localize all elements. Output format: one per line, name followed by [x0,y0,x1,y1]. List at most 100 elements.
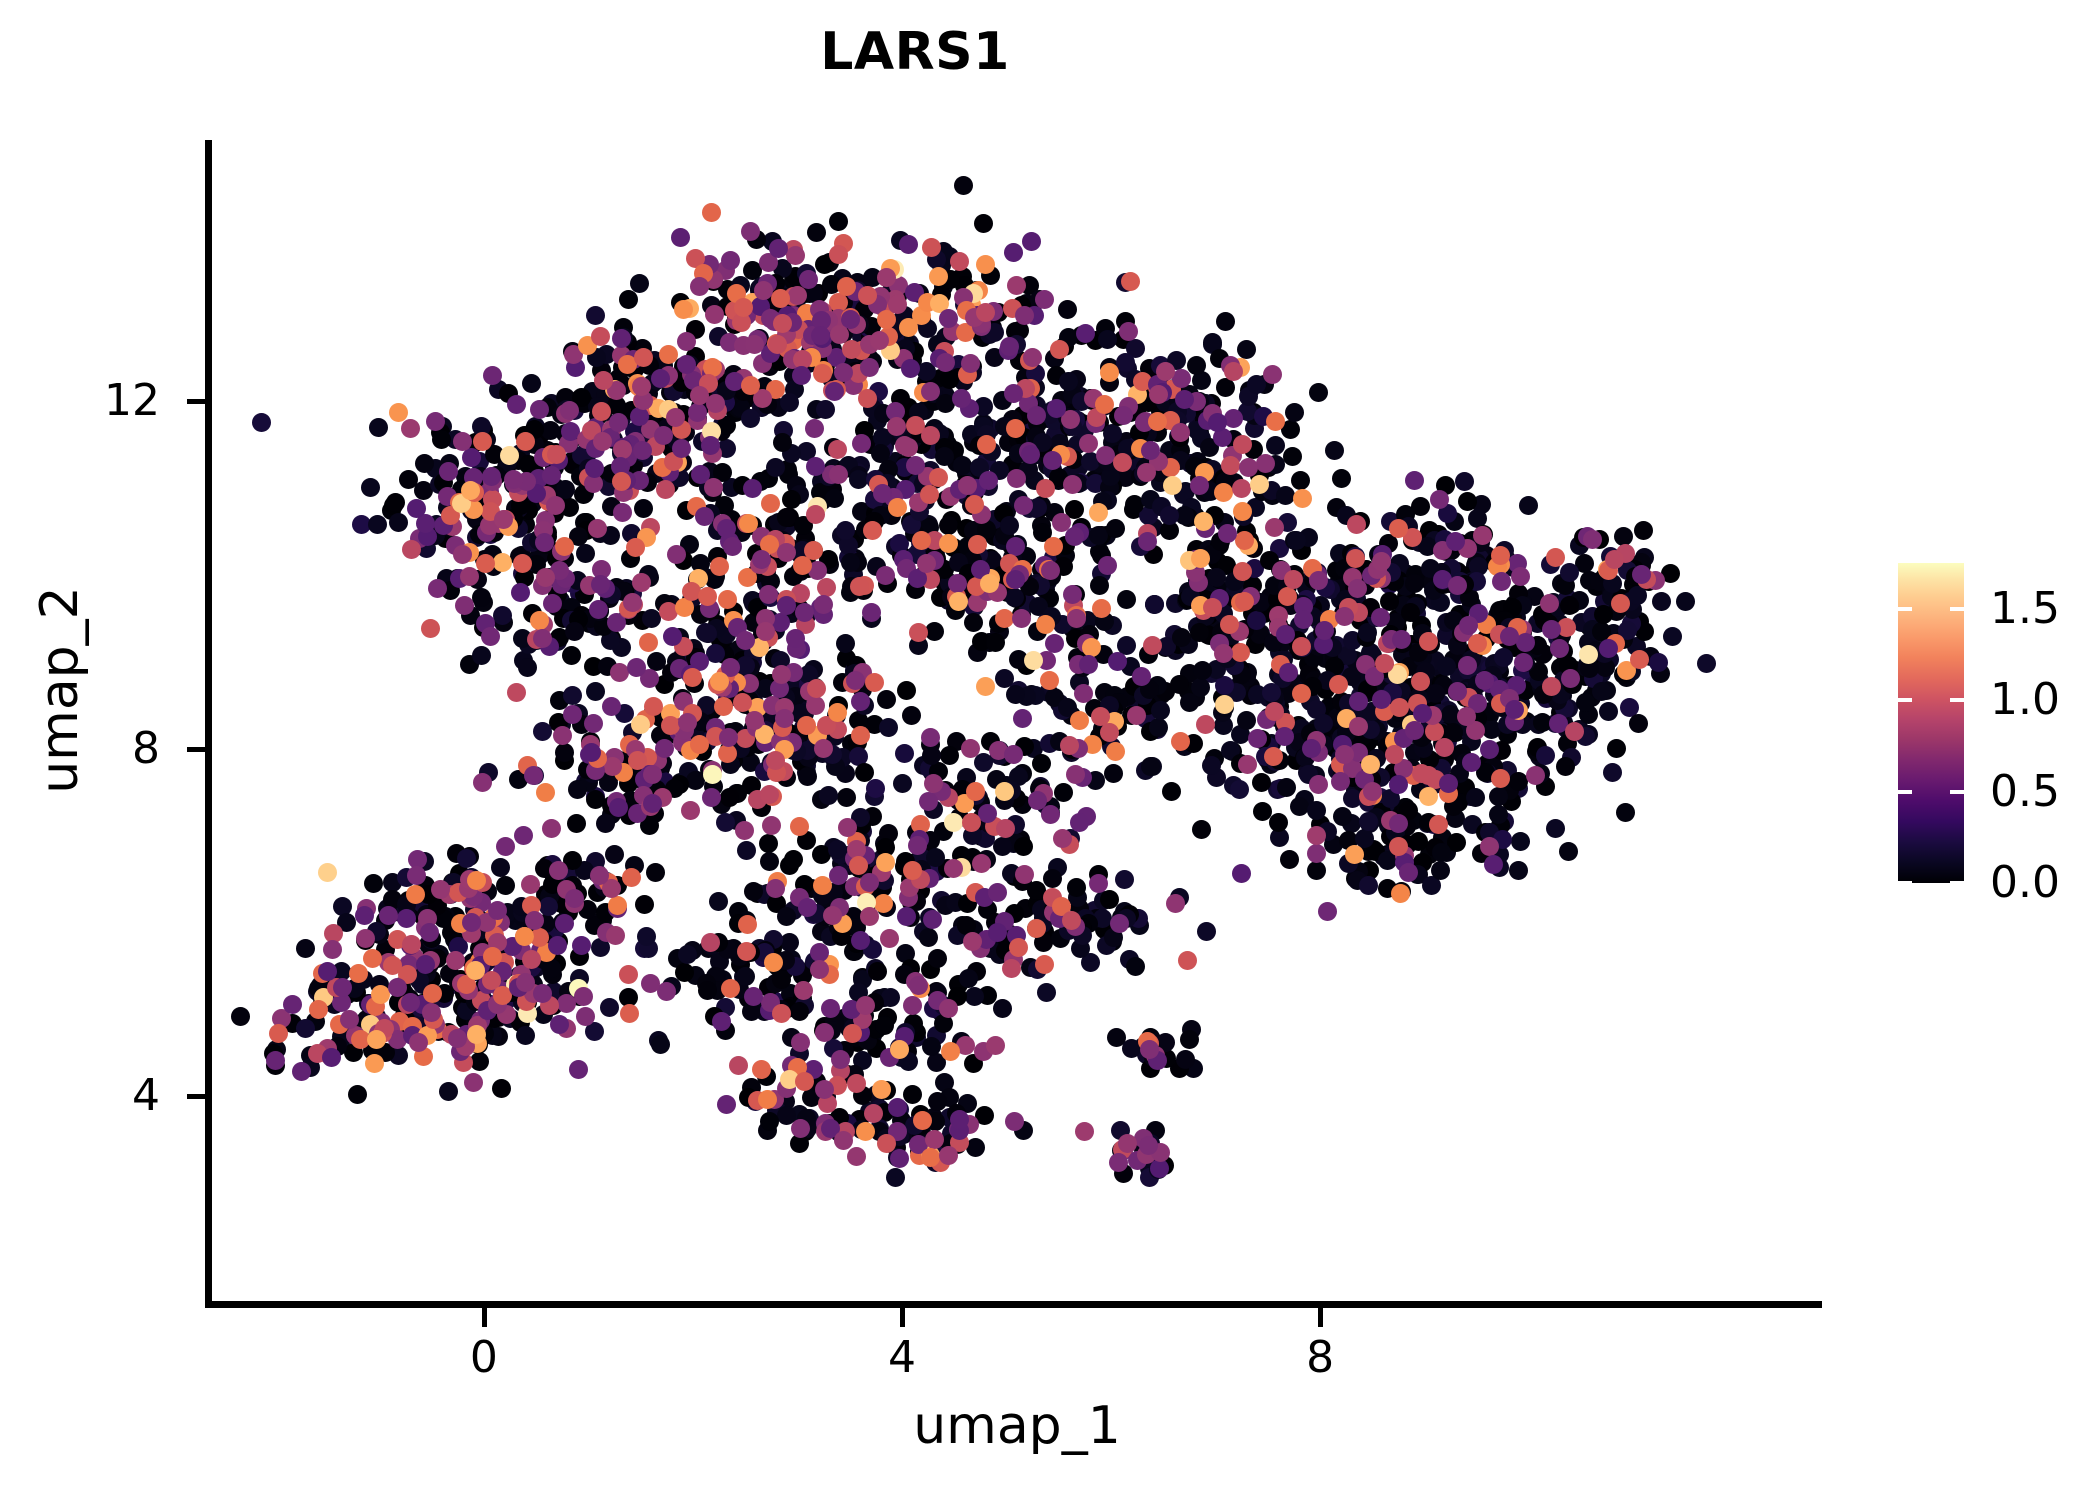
scatter-point [1279,849,1299,869]
scatter-point [929,467,949,487]
scatter-point [773,258,793,278]
scatter-point [925,622,945,642]
scatter-point [1331,469,1351,489]
scatter-point [604,845,624,865]
scatter-point [1388,836,1408,856]
scatter-point [1171,628,1191,648]
scatter-point [547,936,567,956]
scatter-point [1043,536,1063,556]
scatter-point [979,573,999,593]
scatter-point [697,624,717,644]
scatter-point [1284,403,1304,423]
scatter-point [721,250,741,270]
scatter-point [1040,561,1060,581]
scatter-point [742,479,762,499]
scatter-point [1007,469,1027,489]
scatter-point [695,506,715,526]
scatter-point [709,892,729,912]
scatter-point [797,767,817,787]
scatter-point [1224,408,1244,428]
scatter-point [1004,745,1024,765]
scatter-point [806,222,826,242]
scatter-point [875,1015,895,1035]
scatter-point [736,840,756,860]
scatter-point [634,499,654,519]
scatter-point [283,994,303,1014]
scatter-point [1465,788,1485,808]
scatter-point [268,1024,288,1044]
scatter-point [759,253,779,273]
scatter-point [426,411,445,431]
scatter-point [1455,472,1475,492]
scatter-point [829,464,849,484]
colorbar-tick-mark [1950,789,1964,794]
scatter-point [1148,717,1168,737]
scatter-point [496,876,516,896]
scatter-point [805,456,825,476]
scatter-point [1370,608,1390,628]
scatter-point [941,1042,961,1062]
scatter-point [321,1047,341,1067]
scatter-point [556,480,576,500]
scatter-point [966,1137,986,1157]
scatter-point [1508,860,1528,880]
scatter-point [515,926,535,946]
scatter-point [1042,450,1062,470]
scatter-point [1065,765,1085,785]
scatter-point [1004,1112,1024,1132]
scatter-point [518,658,538,678]
scatter-point [521,373,541,393]
scatter-point [782,490,802,510]
scatter-point [1179,1030,1199,1050]
scatter-point [368,515,388,535]
scatter-point [535,533,555,553]
scatter-point [1149,1159,1169,1179]
scatter-point [1005,684,1025,704]
scatter-point [815,399,835,419]
scatter-point [1155,361,1175,381]
scatter-point [1089,576,1109,596]
scatter-point [1178,950,1198,970]
scatter-point [453,432,473,452]
scatter-point [993,998,1013,1018]
scatter-point [777,906,797,926]
scatter-point [921,425,941,445]
scatter-point [1014,306,1034,326]
scatter-point [950,251,970,271]
scatter-point [562,686,582,706]
scatter-point [986,1036,1006,1056]
scatter-point [788,286,808,306]
scatter-point [1346,548,1366,568]
scatter-point [1013,495,1033,515]
scatter-point [308,999,328,1019]
scatter-point [1307,801,1327,820]
scatter-point [1230,780,1250,800]
scatter-point [1545,548,1565,568]
scatter-point [902,1084,922,1104]
scatter-point [1069,812,1089,832]
scatter-point [1115,869,1135,889]
scatter-point [1388,774,1408,794]
scatter-point [741,222,761,242]
scatter-point [877,690,897,710]
y-tick-mark [187,746,206,752]
scatter-point [352,515,372,535]
scatter-point [1036,478,1056,498]
scatter-point [1629,650,1649,670]
scatter-point [231,1007,251,1026]
scatter-point [923,773,943,793]
colorbar-tick-mark [1950,606,1964,611]
scatter-point [454,596,474,616]
scatter-point [923,910,943,930]
scatter-point [1371,551,1391,571]
scatter-point [655,479,675,499]
scatter-point [613,503,633,523]
scatter-point [1067,877,1087,897]
scatter-point [500,445,520,465]
scatter-point [600,998,620,1018]
scatter-point [674,963,694,983]
scatter-point [1308,383,1328,403]
scatter-point [1474,670,1494,690]
scatter-point [976,302,996,322]
scatter-point [554,743,574,763]
